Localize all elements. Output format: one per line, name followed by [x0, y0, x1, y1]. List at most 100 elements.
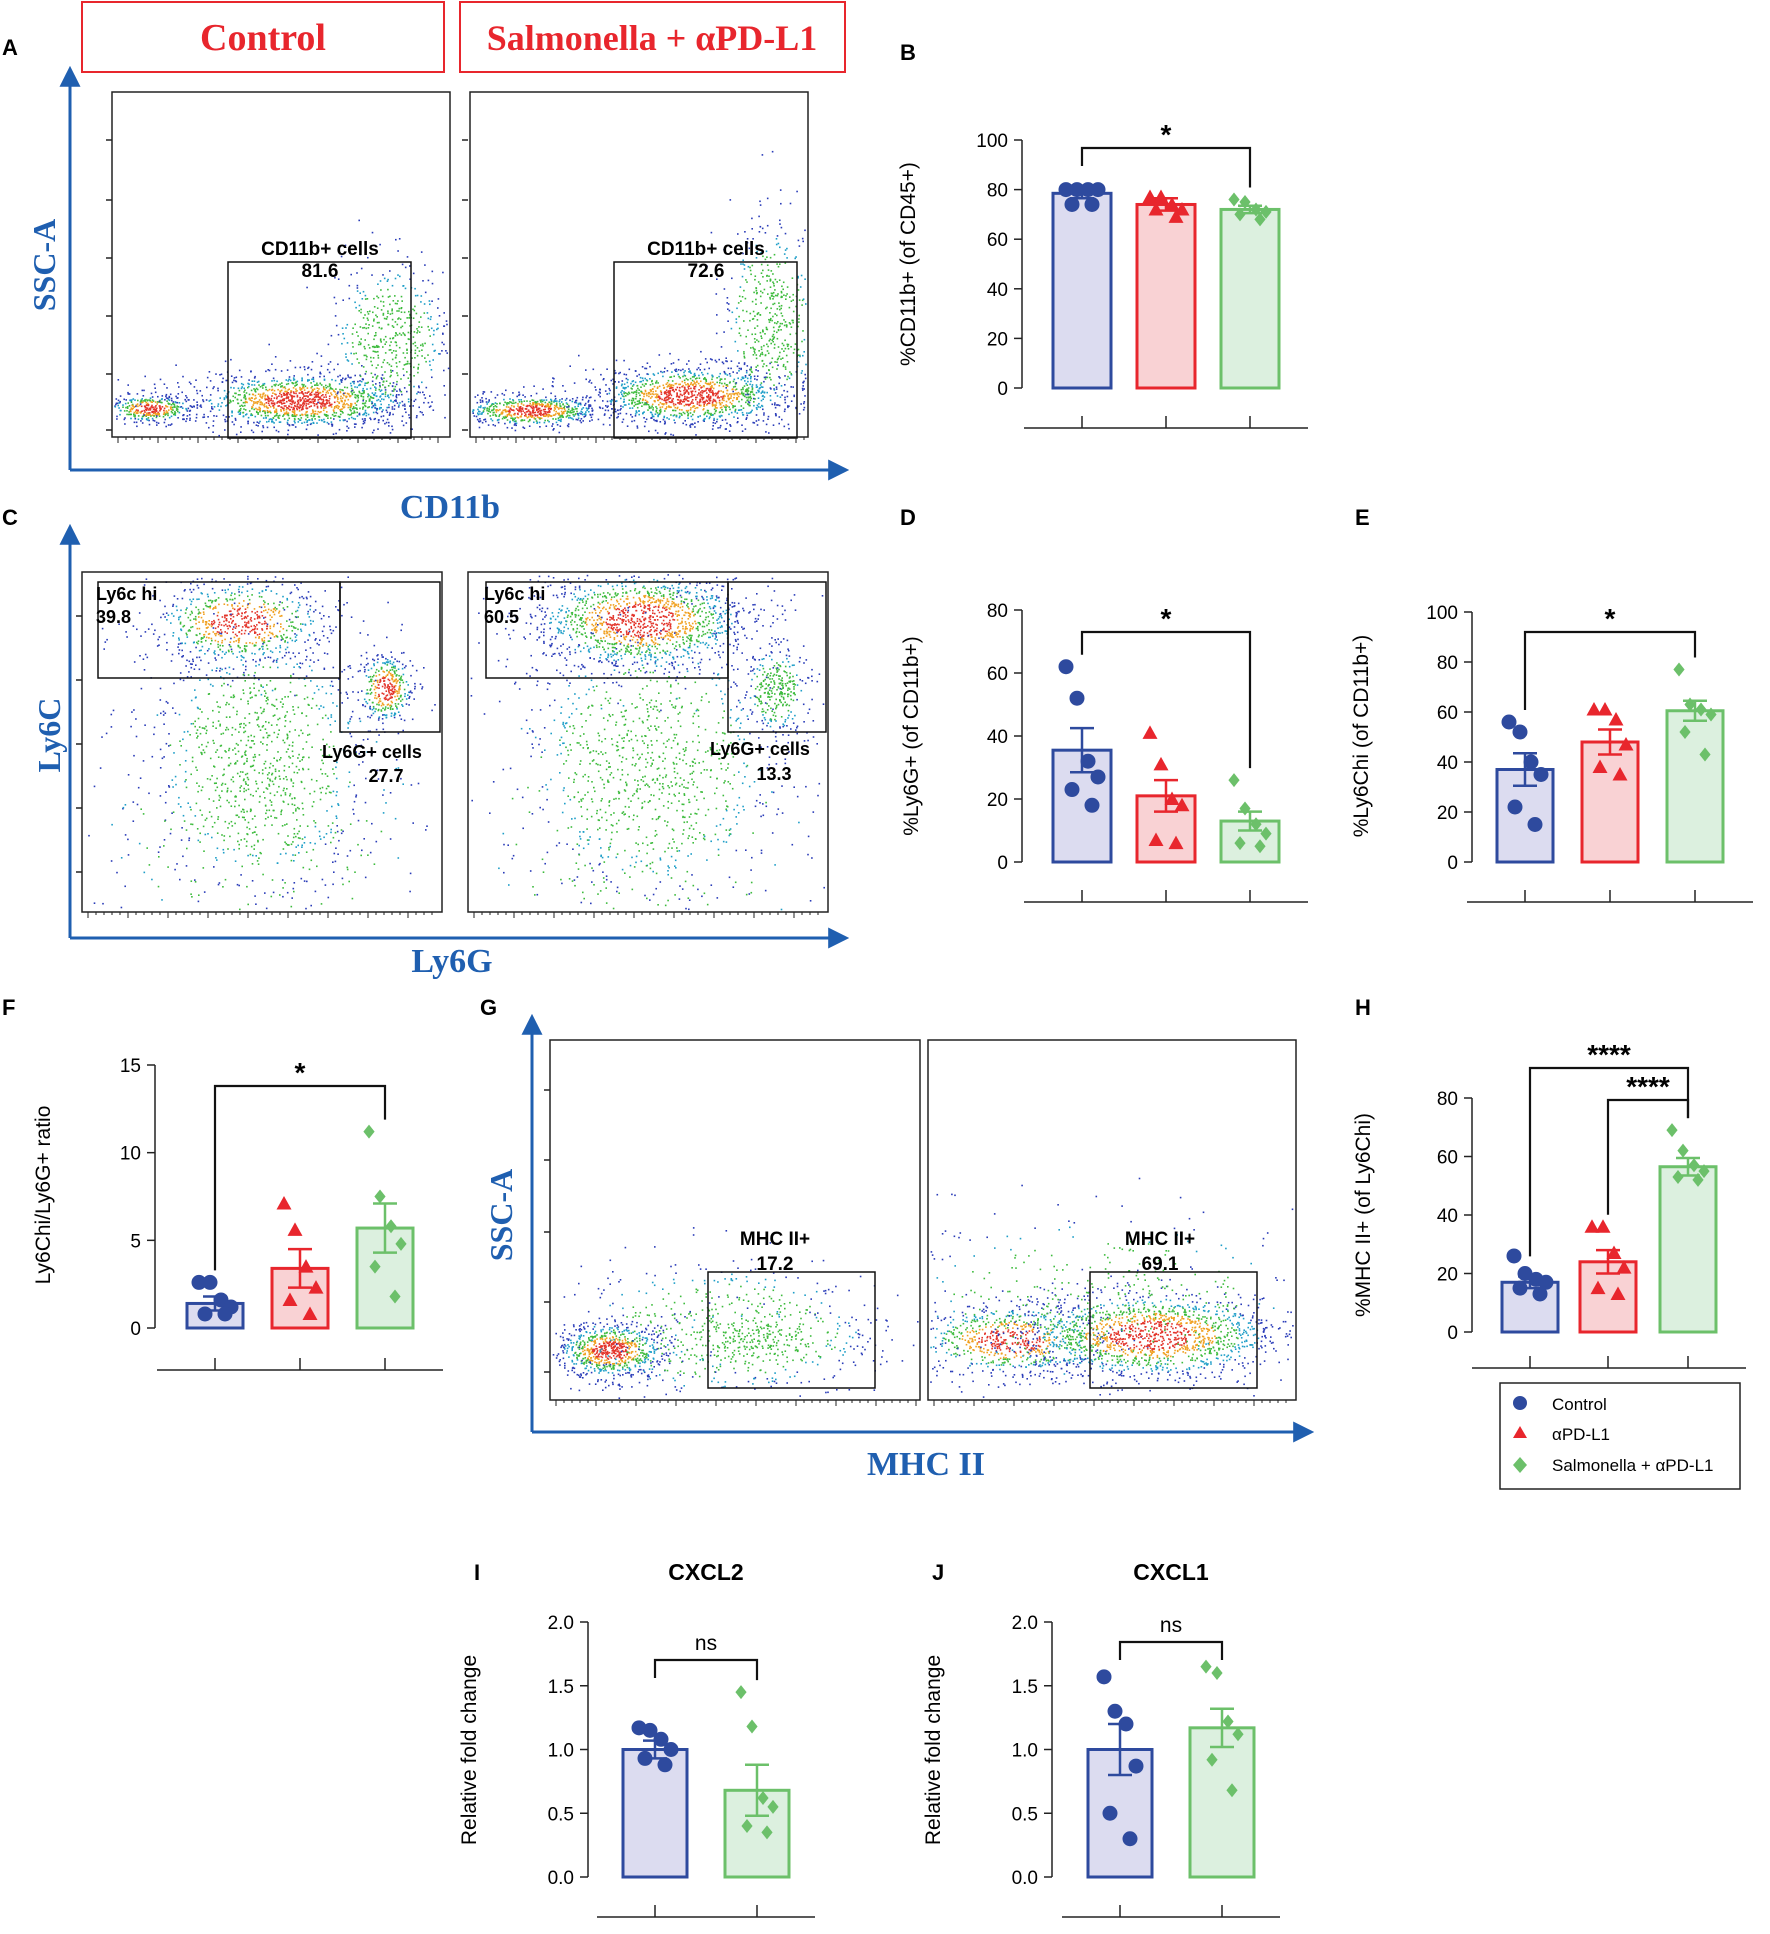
- flow-dot: [645, 402, 648, 404]
- flow-dot: [513, 402, 515, 404]
- flow-dot: [246, 604, 249, 606]
- flow-dot: [777, 328, 780, 331]
- flow-dot: [247, 595, 249, 598]
- flow-dot: [628, 391, 630, 394]
- flow-dot: [580, 413, 582, 415]
- flow-dot: [701, 371, 703, 374]
- flow-dot: [412, 405, 414, 407]
- flow-dot: [364, 339, 366, 341]
- flow-dot: [347, 406, 350, 409]
- flow-dot: [747, 387, 750, 389]
- flow-dot: [757, 389, 759, 392]
- flow-dot: [237, 394, 240, 396]
- flow-dot: [339, 419, 341, 422]
- flow-dot: [711, 428, 714, 430]
- flow-dot: [334, 414, 337, 417]
- flow-dot: [187, 630, 190, 632]
- flow-dot: [704, 412, 706, 415]
- flow-dot: [506, 419, 509, 421]
- flow-dot: [521, 407, 524, 409]
- flow-dot: [256, 388, 259, 391]
- flow-dot: [358, 219, 360, 222]
- flow-dot: [174, 414, 177, 416]
- flow-dot: [693, 380, 695, 383]
- flow-dot: [218, 434, 220, 437]
- flow-dot: [354, 411, 356, 414]
- flow-dot: [352, 327, 354, 329]
- flow-dot: [213, 621, 216, 624]
- flow-dot: [726, 374, 729, 376]
- flow-dot: [573, 382, 576, 384]
- flow-dot: [802, 354, 804, 357]
- flow-dot: [221, 616, 224, 618]
- flow-dot: [742, 263, 744, 265]
- flow-dot: [315, 403, 318, 406]
- flow-dot: [749, 396, 751, 399]
- flow-dot: [321, 605, 324, 608]
- flow-dot: [402, 352, 405, 354]
- flow-dot: [272, 610, 274, 613]
- flow-dot: [747, 390, 750, 392]
- flow-dot: [350, 385, 353, 387]
- flow-dot: [205, 674, 208, 676]
- flow-dot: [369, 387, 372, 390]
- flow-dot: [750, 397, 752, 400]
- flow-dot: [748, 401, 751, 404]
- flow-dot: [664, 396, 667, 399]
- flow-dot: [425, 386, 428, 389]
- flow-dot: [764, 258, 767, 261]
- flow-dot: [267, 585, 270, 588]
- flow-dot: [228, 416, 230, 418]
- flow-dot: [734, 411, 736, 413]
- flow-dot: [192, 660, 194, 663]
- flow-dot: [760, 263, 763, 266]
- flow-dot: [407, 338, 410, 340]
- flow-dot: [625, 404, 627, 406]
- flow-dot: [559, 405, 561, 407]
- flow-dot: [390, 341, 392, 343]
- flow-dot: [211, 406, 213, 408]
- flow-dot: [672, 384, 675, 387]
- flow-dot: [711, 378, 713, 381]
- flow-dot: [399, 318, 402, 320]
- flow-dot: [243, 617, 245, 620]
- flow-dot: [675, 415, 678, 418]
- flow-dot: [285, 379, 288, 381]
- flow-dot: [310, 391, 313, 394]
- flow-dot: [293, 375, 295, 377]
- flow-dot: [232, 668, 235, 670]
- flow-dot: [427, 354, 429, 356]
- flow-dot: [756, 250, 758, 253]
- flow-dot: [666, 382, 669, 384]
- flow-dot: [266, 421, 268, 423]
- flow-dot: [281, 382, 283, 384]
- flow-dot: [381, 295, 384, 298]
- flow-dot: [217, 626, 219, 628]
- flow-dot: [738, 362, 740, 364]
- flow-dot: [227, 588, 229, 591]
- flow-dot: [215, 599, 218, 601]
- flow-dot: [294, 413, 296, 416]
- flow-dot: [585, 407, 588, 409]
- flow-dot: [135, 412, 138, 414]
- flow-dot: [576, 396, 579, 399]
- flow-dot: [516, 395, 518, 398]
- flow-dot: [607, 405, 609, 407]
- flow-dot: [292, 401, 294, 404]
- flow-dot: [699, 395, 701, 397]
- flow-dot: [532, 402, 535, 405]
- flow-dot: [540, 414, 542, 417]
- flow-dot: [258, 617, 261, 619]
- flow-dot: [223, 620, 225, 623]
- flow-dot: [781, 394, 783, 396]
- flow-dot: [310, 394, 313, 396]
- flow-dot: [538, 413, 541, 415]
- flow-dot: [541, 400, 544, 403]
- flow-dot: [305, 403, 308, 405]
- flow-dot: [389, 344, 391, 347]
- flow-dot: [330, 393, 333, 396]
- flow-dot: [715, 402, 718, 404]
- flow-dot: [352, 389, 354, 392]
- flow-dot: [506, 410, 508, 412]
- flow-dot: [406, 348, 408, 351]
